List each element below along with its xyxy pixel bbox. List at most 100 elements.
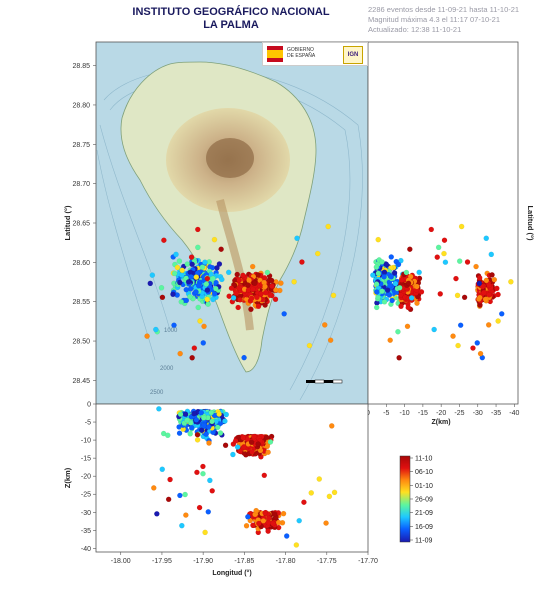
epicenter-point <box>204 275 211 282</box>
map-y-tick-label: 28.80 <box>72 102 90 109</box>
epicenter-point <box>269 283 275 289</box>
hypocenter-point-ew <box>194 469 200 476</box>
ew-y-tick-label: -40 <box>81 546 91 553</box>
hypocenter-point-ew <box>165 432 171 439</box>
epicenter-point <box>261 275 268 281</box>
epicenter-point <box>188 254 195 260</box>
epicenter-point <box>250 286 256 292</box>
map-epicenters <box>144 223 337 361</box>
hypocenter-point-ew <box>263 434 270 441</box>
hypocenter-point-ns <box>428 226 435 233</box>
hypocenter-point-ns <box>454 292 461 299</box>
colorbar-label: 21-09 <box>415 510 433 517</box>
hypocenter-point-ew <box>283 533 290 539</box>
hypocenter-point-ew <box>207 477 213 484</box>
hypocenter-point-ew <box>217 430 224 436</box>
ns-section-frame <box>367 41 519 405</box>
hypocenter-point-ns <box>373 281 380 287</box>
epicenter-point <box>263 289 269 296</box>
hypocenter-point-ns <box>398 303 404 309</box>
hypocenter-point-ew <box>230 451 236 458</box>
figure-title: INSTITUTO GEOGRÁFICO NACIONAL LA PALMA <box>96 6 366 32</box>
hypocenter-point-ns <box>458 223 465 230</box>
hypocenter-point-ns <box>508 279 514 285</box>
epicenter-point <box>233 290 239 296</box>
ew-section-frame <box>95 403 369 553</box>
hypocenter-point-ns <box>457 322 464 328</box>
hypocenter-point-ns <box>384 287 391 293</box>
ew-section-y-ticks: 0 -5 -10 -15 -20 -25 -30 -35 -40 <box>81 402 96 553</box>
info-events: 2286 eventos desde 11-09-21 hasta 11-10-… <box>368 5 520 14</box>
ns-section-hypocenters <box>370 223 514 361</box>
depth-label-2000: 2000 <box>160 366 174 372</box>
ew-x-tick-label: -17.85 <box>234 558 254 565</box>
ign-emblem-icon: IGN <box>343 46 363 64</box>
ew-y-tick-label: -10 <box>81 438 91 445</box>
hypocenter-point-ew <box>159 466 166 473</box>
hypocenter-point-ns <box>414 283 420 290</box>
hypocenter-point-ew <box>234 444 241 450</box>
ew-section-y-label: Z(km) <box>63 467 72 488</box>
hypocenter-point-ew <box>205 424 212 430</box>
hypocenter-point-ns <box>486 282 492 289</box>
hypocenter-point-ns <box>398 277 405 283</box>
map-panel: 1000 2000 2500 28.85 28.80 28.75 28.70 28.65… <box>63 41 369 405</box>
epicenter-point <box>200 340 207 346</box>
epicenter-point <box>184 261 191 267</box>
epicenter-point <box>211 236 218 243</box>
hypocenter-point-ew <box>232 438 239 444</box>
epicenter-point <box>185 279 192 285</box>
hypocenter-point-ns <box>483 277 490 284</box>
epicenter-point <box>210 275 216 282</box>
hypocenter-point-ns <box>485 322 492 328</box>
hypocenter-point-ns <box>495 318 501 324</box>
hypocenter-point-ns <box>479 283 486 290</box>
colorbar-labels: 11-10 06-10 01-10 26-09 21-09 16-09 11-09 <box>410 456 433 545</box>
epicenter-point <box>177 279 183 286</box>
hypocenter-point-ew <box>196 504 203 511</box>
epicenter-point <box>291 279 297 285</box>
colorbar-label: 01-10 <box>415 483 433 490</box>
epicenter-point <box>330 292 337 299</box>
epicenter-point <box>187 269 194 275</box>
map-y-ticks: 28.85 28.80 28.75 28.70 28.65 28.60 28.55 28.50… <box>72 63 96 385</box>
hypocenter-point-ns <box>370 272 376 278</box>
hypocenter-point-ns <box>488 251 495 258</box>
epicenter-point <box>262 283 268 290</box>
epicenter-point <box>187 293 193 300</box>
epicenter-point <box>325 223 331 230</box>
hypocenter-point-ew <box>270 520 276 527</box>
hypocenter-point-ew <box>156 406 162 412</box>
hypocenter-point-ew <box>248 439 255 446</box>
epicenter-point <box>158 285 165 291</box>
hypocenter-point-ns <box>375 270 382 277</box>
hypocenter-point-ew <box>202 529 208 536</box>
hypocenter-point-ns <box>499 311 505 317</box>
epicenter-point <box>258 291 264 297</box>
epicenter-point <box>240 272 246 279</box>
hypocenter-point-ns <box>381 299 388 305</box>
hypocenter-point-ns <box>396 354 402 361</box>
hypocenter-point-ns <box>392 280 399 287</box>
hypocenter-point-ns <box>387 282 393 289</box>
hypocenter-point-ew <box>203 431 209 437</box>
colorbar-label: 11-09 <box>415 538 432 545</box>
hypocenter-point-ns <box>442 259 449 265</box>
hypocenter-point-ns <box>414 300 420 306</box>
hypocenter-point-ew <box>151 485 157 491</box>
hypocenter-point-ew <box>223 411 230 418</box>
hypocenter-point-ns <box>441 250 447 257</box>
epicenter-point <box>251 280 258 287</box>
hypocenter-point-ns <box>431 326 437 333</box>
ew-x-tick-label: -18.00 <box>111 558 131 565</box>
hypocenter-point-ns <box>375 236 381 243</box>
ns-x-tick-label: -15 <box>418 410 428 417</box>
ew-x-tick-label: -17.70 <box>358 558 378 565</box>
epicenter-point <box>178 299 185 305</box>
epicenter-point <box>315 250 321 257</box>
epicenter-point <box>153 326 159 333</box>
epicenter-point <box>218 246 224 252</box>
hypocenter-point-ew <box>329 423 335 429</box>
hypocenter-point-ew <box>222 442 229 449</box>
